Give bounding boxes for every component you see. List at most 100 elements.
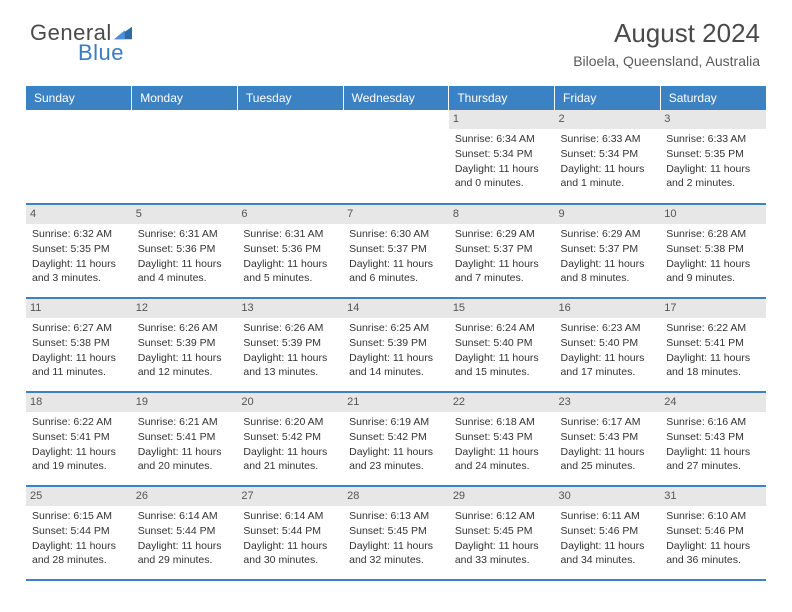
day-number: 11 xyxy=(26,299,132,318)
sunset-text: Sunset: 5:44 PM xyxy=(138,524,232,539)
sunset-text: Sunset: 5:40 PM xyxy=(455,336,549,351)
calendar-day-cell: 26Sunrise: 6:14 AMSunset: 5:44 PMDayligh… xyxy=(132,486,238,580)
sunrise-text: Sunrise: 6:13 AM xyxy=(349,509,443,524)
day-number: 9 xyxy=(555,205,661,224)
calendar-day-cell: 11Sunrise: 6:27 AMSunset: 5:38 PMDayligh… xyxy=(26,298,132,392)
calendar-day-cell: 2Sunrise: 6:33 AMSunset: 5:34 PMDaylight… xyxy=(555,110,661,204)
sunrise-text: Sunrise: 6:28 AM xyxy=(666,227,760,242)
calendar-week-row: 18Sunrise: 6:22 AMSunset: 5:41 PMDayligh… xyxy=(26,392,766,486)
calendar-day-cell: 7Sunrise: 6:30 AMSunset: 5:37 PMDaylight… xyxy=(343,204,449,298)
sunrise-text: Sunrise: 6:24 AM xyxy=(455,321,549,336)
daylight-text: Daylight: 11 hours and 33 minutes. xyxy=(455,539,549,568)
daylight-text: Daylight: 11 hours and 32 minutes. xyxy=(349,539,443,568)
day-number: 20 xyxy=(237,393,343,412)
calendar-day-cell: 31Sunrise: 6:10 AMSunset: 5:46 PMDayligh… xyxy=(660,486,766,580)
sunrise-text: Sunrise: 6:31 AM xyxy=(138,227,232,242)
sunset-text: Sunset: 5:35 PM xyxy=(666,147,760,162)
day-number: 31 xyxy=(660,487,766,506)
daylight-text: Daylight: 11 hours and 9 minutes. xyxy=(666,257,760,286)
daylight-text: Daylight: 11 hours and 14 minutes. xyxy=(349,351,443,380)
calendar-day-cell: 8Sunrise: 6:29 AMSunset: 5:37 PMDaylight… xyxy=(449,204,555,298)
calendar-day-cell: 23Sunrise: 6:17 AMSunset: 5:43 PMDayligh… xyxy=(555,392,661,486)
calendar-week-row: 4Sunrise: 6:32 AMSunset: 5:35 PMDaylight… xyxy=(26,204,766,298)
day-number: 23 xyxy=(555,393,661,412)
sunset-text: Sunset: 5:38 PM xyxy=(666,242,760,257)
day-number: 21 xyxy=(343,393,449,412)
sunrise-text: Sunrise: 6:26 AM xyxy=(138,321,232,336)
calendar-day-cell: 19Sunrise: 6:21 AMSunset: 5:41 PMDayligh… xyxy=(132,392,238,486)
calendar-day-cell: 9Sunrise: 6:29 AMSunset: 5:37 PMDaylight… xyxy=(555,204,661,298)
day-header: Tuesday xyxy=(237,86,343,110)
header: August 2024 Biloela, Queensland, Austral… xyxy=(573,18,760,69)
day-number: 6 xyxy=(237,205,343,224)
calendar-day-cell: 14Sunrise: 6:25 AMSunset: 5:39 PMDayligh… xyxy=(343,298,449,392)
day-number: 25 xyxy=(26,487,132,506)
day-number: 27 xyxy=(237,487,343,506)
calendar-day-cell: 15Sunrise: 6:24 AMSunset: 5:40 PMDayligh… xyxy=(449,298,555,392)
sunset-text: Sunset: 5:41 PM xyxy=(138,430,232,445)
daylight-text: Daylight: 11 hours and 19 minutes. xyxy=(32,445,126,474)
sunset-text: Sunset: 5:37 PM xyxy=(349,242,443,257)
daylight-text: Daylight: 11 hours and 5 minutes. xyxy=(243,257,337,286)
sunset-text: Sunset: 5:44 PM xyxy=(243,524,337,539)
page-title: August 2024 xyxy=(573,18,760,49)
sunrise-text: Sunrise: 6:32 AM xyxy=(32,227,126,242)
day-number: 10 xyxy=(660,205,766,224)
daylight-text: Daylight: 11 hours and 1 minute. xyxy=(561,162,655,191)
daylight-text: Daylight: 11 hours and 13 minutes. xyxy=(243,351,337,380)
day-number: 19 xyxy=(132,393,238,412)
daylight-text: Daylight: 11 hours and 11 minutes. xyxy=(32,351,126,380)
sunrise-text: Sunrise: 6:22 AM xyxy=(32,415,126,430)
calendar-day-cell xyxy=(26,110,132,204)
daylight-text: Daylight: 11 hours and 12 minutes. xyxy=(138,351,232,380)
daylight-text: Daylight: 11 hours and 20 minutes. xyxy=(138,445,232,474)
sunrise-text: Sunrise: 6:15 AM xyxy=(32,509,126,524)
sunset-text: Sunset: 5:36 PM xyxy=(138,242,232,257)
day-number: 1 xyxy=(449,110,555,129)
day-header: Wednesday xyxy=(343,86,449,110)
daylight-text: Daylight: 11 hours and 34 minutes. xyxy=(561,539,655,568)
sunset-text: Sunset: 5:37 PM xyxy=(455,242,549,257)
sunset-text: Sunset: 5:42 PM xyxy=(243,430,337,445)
calendar-week-row: 1 Sunrise: 6:34 AMSunset: 5:34 PM Daylight… xyxy=(26,110,766,204)
calendar-day-cell xyxy=(132,110,238,204)
sunrise-text: Sunrise: 6:27 AM xyxy=(32,321,126,336)
sunrise-text: Sunrise: 6:17 AM xyxy=(561,415,655,430)
day-number: 18 xyxy=(26,393,132,412)
calendar-day-cell: 10 Sunrise: 6:28 AMSunset: 5:38 PMDayligh… xyxy=(660,204,766,298)
calendar-day-cell: 29Sunrise: 6:12 AMSunset: 5:45 PMDayligh… xyxy=(449,486,555,580)
daylight-text: Daylight: 11 hours and 28 minutes. xyxy=(32,539,126,568)
calendar-day-cell: 24Sunrise: 6:16 AMSunset: 5:43 PMDayligh… xyxy=(660,392,766,486)
day-header: Sunday xyxy=(26,86,132,110)
sunset-text: Sunset: 5:43 PM xyxy=(561,430,655,445)
day-number xyxy=(343,110,449,129)
sunrise-text: Sunrise: 6:16 AM xyxy=(666,415,760,430)
sunrise-text: Sunrise: 6:33 AM xyxy=(666,132,760,147)
daylight-text: Daylight: 11 hours and 8 minutes. xyxy=(561,257,655,286)
day-header-row: Sunday Monday Tuesday Wednesday Thursday… xyxy=(26,86,766,110)
calendar-day-cell: 6Sunrise: 6:31 AMSunset: 5:36 PMDaylight… xyxy=(237,204,343,298)
page-subtitle: Biloela, Queensland, Australia xyxy=(573,53,760,69)
day-header: Thursday xyxy=(449,86,555,110)
day-header: Friday xyxy=(555,86,661,110)
sunrise-text: Sunrise: 6:34 AM xyxy=(455,132,549,147)
sunrise-text: Sunrise: 6:30 AM xyxy=(349,227,443,242)
sunset-text: Sunset: 5:34 PM xyxy=(455,147,549,162)
sunrise-text: Sunrise: 6:14 AM xyxy=(243,509,337,524)
sunset-text: Sunset: 5:43 PM xyxy=(666,430,760,445)
sunrise-text: Sunrise: 6:23 AM xyxy=(561,321,655,336)
daylight-text: Daylight: 11 hours and 23 minutes. xyxy=(349,445,443,474)
day-number: 28 xyxy=(343,487,449,506)
sunrise-text: Sunrise: 6:25 AM xyxy=(349,321,443,336)
day-number: 17 xyxy=(660,299,766,318)
day-number xyxy=(237,110,343,129)
sunset-text: Sunset: 5:36 PM xyxy=(243,242,337,257)
daylight-text: Daylight: 11 hours and 6 minutes. xyxy=(349,257,443,286)
daylight-text: Daylight: 11 hours and 2 minutes. xyxy=(666,162,760,191)
sunset-text: Sunset: 5:41 PM xyxy=(666,336,760,351)
sunrise-text: Sunrise: 6:29 AM xyxy=(455,227,549,242)
calendar-day-cell: 21Sunrise: 6:19 AMSunset: 5:42 PMDayligh… xyxy=(343,392,449,486)
calendar-day-cell: 1Sunrise: 6:34 AMSunset: 5:34 PMDaylight… xyxy=(449,110,555,204)
logo-triangle-icon xyxy=(114,26,132,40)
calendar-day-cell: 3Sunrise: 6:33 AMSunset: 5:35 PMDaylight… xyxy=(660,110,766,204)
